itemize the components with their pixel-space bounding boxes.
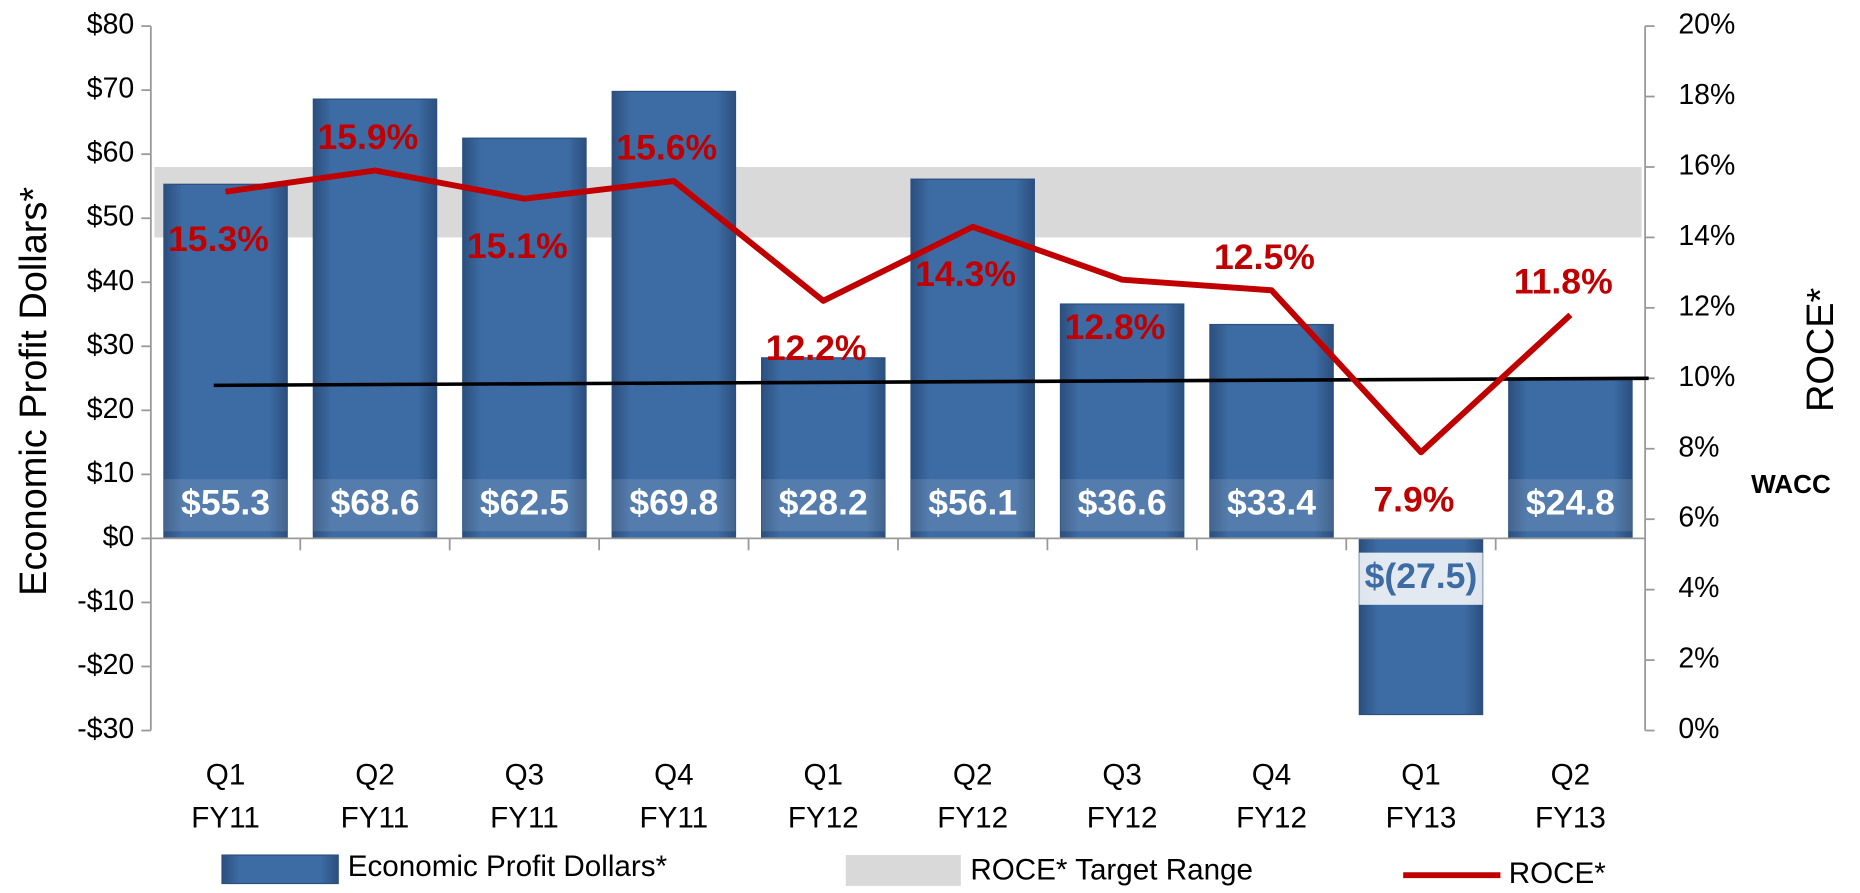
- legend-label: ROCE*: [1509, 857, 1607, 890]
- x-tick-label: Q1: [804, 759, 844, 792]
- value-label-box: [1508, 479, 1633, 532]
- x-tick-label: FY11: [490, 801, 559, 834]
- x-tick-label: FY12: [1236, 801, 1307, 834]
- x-tick-label: FY13: [1386, 801, 1457, 834]
- y2-tick-label: 0%: [1678, 713, 1719, 745]
- value-label-box: [462, 479, 587, 532]
- bar: [761, 357, 886, 540]
- y-tick-label: -$10: [77, 585, 134, 617]
- bar-value-label: $62.5: [480, 483, 569, 523]
- bar-value-label: $55.3: [181, 483, 270, 523]
- wacc-line: [213, 376, 1649, 388]
- y2-tick-label: 10%: [1678, 361, 1735, 393]
- value-label-box: [911, 479, 1035, 532]
- y-tick-label: $10: [87, 457, 134, 489]
- bar-value-label: $56.1: [928, 483, 1017, 523]
- bar-value-label: $33.4: [1227, 483, 1316, 523]
- y2-tick-label: 20%: [1678, 9, 1735, 41]
- x-tick-label: Q4: [654, 759, 694, 792]
- bar: [312, 98, 438, 540]
- wacc-label: WACC: [1751, 469, 1831, 499]
- y-tick-label: $60: [87, 137, 134, 169]
- value-label-box: [761, 479, 885, 532]
- legend-label: ROCE* Target Range: [970, 853, 1253, 886]
- value-label-box: [1209, 479, 1334, 532]
- y-tick-label: $30: [87, 329, 134, 361]
- y2-tick-label: 14%: [1678, 220, 1735, 252]
- roce-value-label: 11.8%: [1514, 261, 1613, 301]
- y2-tick-label: 6%: [1678, 502, 1719, 534]
- roce-value-label: 15.3%: [168, 219, 269, 259]
- y-tick-label: $80: [87, 9, 134, 41]
- roce-value-label: 12.8%: [1065, 307, 1166, 347]
- x-tick-label: Q1: [206, 759, 246, 792]
- legend-swatch: [221, 854, 339, 885]
- y-tick-label: $50: [87, 201, 134, 233]
- x-tick-label: Q3: [505, 759, 545, 792]
- x-tick-label: Q4: [1252, 759, 1292, 792]
- x-tick-label: Q2: [1551, 759, 1591, 792]
- x-tick-label: FY12: [1087, 801, 1158, 834]
- y2-tick-label: 8%: [1678, 431, 1719, 463]
- legend-swatch: [845, 855, 961, 886]
- y-tick-label: $40: [87, 265, 134, 297]
- roce-value-label: 12.2%: [766, 328, 867, 368]
- x-tick-label: FY12: [788, 801, 859, 834]
- x-tick-label: FY11: [640, 801, 709, 834]
- x-tick-label: Q2: [355, 759, 395, 792]
- roce-value-label: 12.5%: [1214, 237, 1315, 277]
- roce-line: [225, 167, 1573, 456]
- y-tick-label: -$20: [77, 649, 134, 681]
- roce-value-label: 15.1%: [467, 226, 568, 266]
- x-tick-label: Q3: [1102, 759, 1142, 792]
- value-label-box: [612, 479, 736, 532]
- bar: [611, 90, 737, 540]
- y2-axis-title: ROCE*: [1800, 287, 1842, 412]
- value-label-box: [1060, 479, 1184, 532]
- bar-value-label: $68.6: [330, 483, 419, 523]
- bar-value-label: $28.2: [779, 483, 868, 523]
- x-tick-label: FY13: [1535, 801, 1606, 834]
- y-tick-label: -$30: [77, 713, 134, 745]
- roce-value-label: 7.9%: [1373, 479, 1454, 519]
- bar: [1209, 323, 1334, 540]
- roce-value-label: 14.3%: [915, 254, 1016, 294]
- x-tick-label: FY12: [937, 801, 1008, 834]
- x-tick-label: Q2: [953, 759, 993, 792]
- y2-tick-label: 16%: [1678, 149, 1735, 181]
- bar-value-label: $36.6: [1078, 483, 1167, 523]
- x-tick-label: FY11: [191, 801, 260, 834]
- bar-value-label: $(27.5): [1365, 556, 1478, 596]
- roce-value-label: 15.6%: [616, 128, 717, 168]
- y2-tick-label: 12%: [1678, 290, 1735, 322]
- y2-tick-label: 18%: [1678, 79, 1735, 111]
- value-label-box: [1359, 552, 1483, 605]
- y-axis-title: Economic Profit Dollars*: [13, 187, 55, 596]
- value-label-box: [163, 479, 288, 532]
- roce-value-label: 15.9%: [317, 117, 418, 157]
- y-tick-label: $0: [103, 521, 135, 553]
- y-tick-label: $20: [87, 393, 134, 425]
- y2-tick-label: 4%: [1678, 572, 1719, 604]
- value-label-box: [313, 479, 437, 532]
- bar: [163, 183, 288, 540]
- x-tick-label: FY11: [341, 801, 410, 834]
- bar-value-label: $69.8: [629, 483, 718, 523]
- bar: [1059, 303, 1185, 540]
- bar-value-label: $24.8: [1526, 483, 1615, 523]
- y2-tick-label: 2%: [1678, 643, 1719, 675]
- legend-label: Economic Profit Dollars*: [348, 850, 668, 883]
- x-tick-label: Q1: [1401, 759, 1441, 792]
- bar: [1508, 378, 1633, 540]
- bar: [462, 137, 587, 540]
- y-tick-label: $70: [87, 73, 134, 105]
